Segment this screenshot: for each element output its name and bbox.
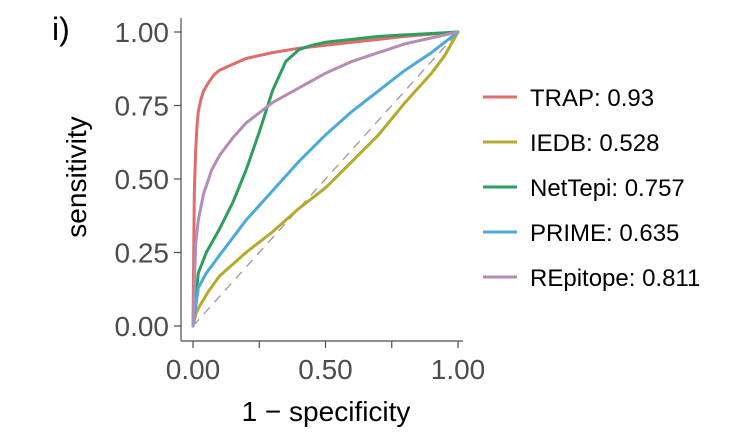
x-tick-label: 1.00 bbox=[431, 354, 486, 385]
legend: TRAP: 0.93 IEDB: 0.528 NetTepi: 0.757 PRIME… bbox=[483, 85, 700, 292]
y-tick-label: 0.00 bbox=[115, 311, 170, 342]
legend-label: REpitope: 0.811 bbox=[530, 265, 700, 292]
y-tick-label: 0.75 bbox=[115, 91, 170, 122]
series-line-repitope bbox=[191, 30, 460, 328]
reference-diagonal bbox=[192, 31, 459, 327]
legend-label: NetTepi: 0.757 bbox=[530, 175, 685, 202]
x-axis-title: 1 − specificity bbox=[242, 396, 411, 427]
y-axis-title: sensitivity bbox=[61, 116, 92, 237]
x-tick-label: 0.00 bbox=[166, 354, 221, 385]
series-line-iedb bbox=[191, 30, 460, 328]
series-line-trap bbox=[191, 30, 460, 328]
legend-label: PRIME: 0.635 bbox=[530, 220, 679, 247]
series-line-nettepi bbox=[191, 30, 460, 328]
y-tick-label: 0.25 bbox=[115, 238, 170, 269]
panel-label: i) bbox=[52, 11, 70, 47]
legend-label: IEDB: 0.528 bbox=[530, 130, 659, 157]
y-tick-label: 1.00 bbox=[115, 17, 170, 48]
x-tick-label: 0.50 bbox=[298, 354, 353, 385]
y-tick-label: 0.50 bbox=[115, 164, 170, 195]
legend-label: TRAP: 0.93 bbox=[530, 85, 654, 112]
series-line-prime bbox=[191, 30, 460, 328]
